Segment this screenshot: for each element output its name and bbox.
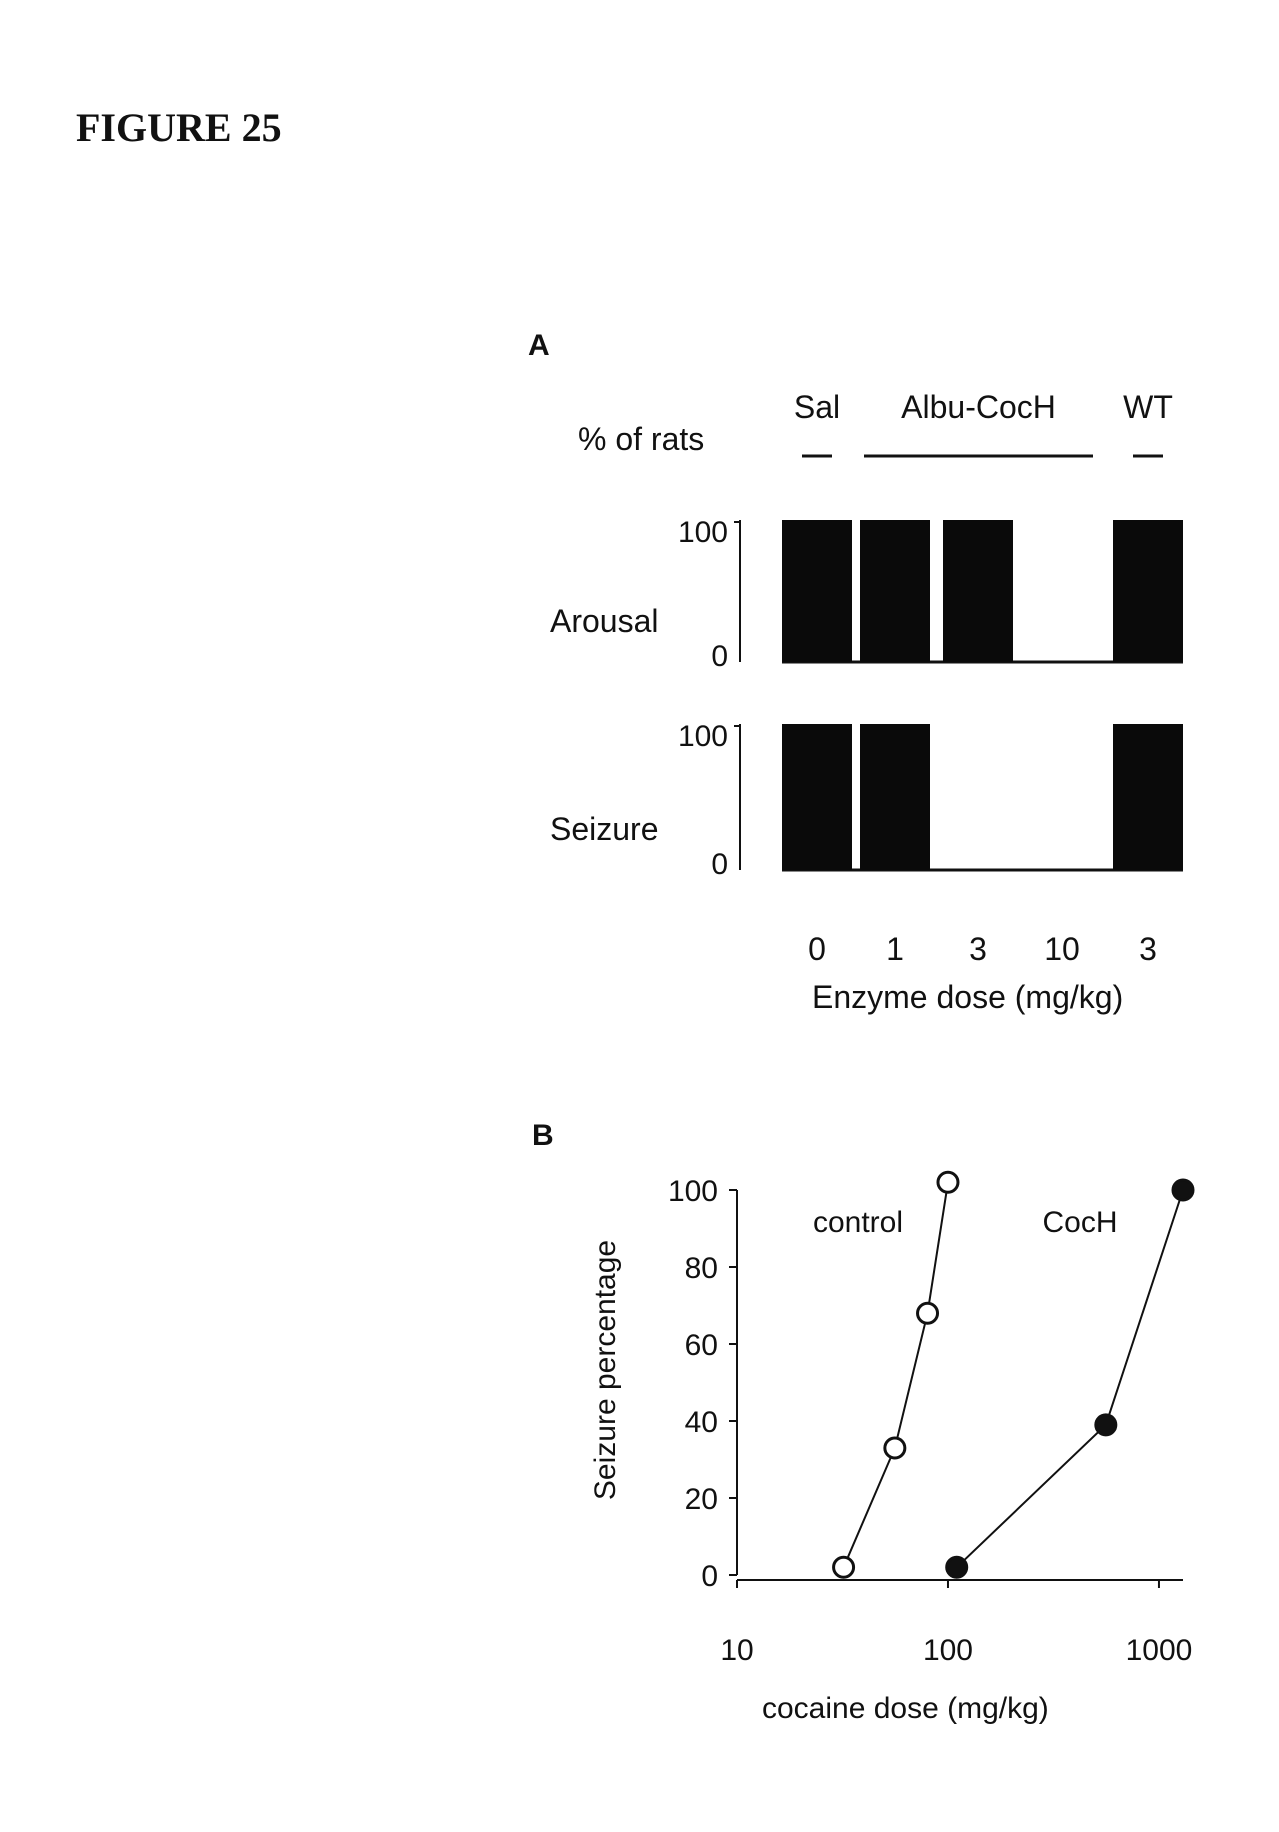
- bar: [782, 724, 852, 870]
- y-tick-label: 60: [685, 1329, 718, 1362]
- panel-b-ylabel: Seizure percentage: [589, 1240, 622, 1500]
- y-tick-label: 0: [701, 1560, 718, 1593]
- panel-a-row-arousal: 100 0 Arousal: [550, 516, 1183, 673]
- panel-b-series: control CocH: [813, 1172, 1193, 1577]
- y-tick-label: 100: [668, 1175, 718, 1208]
- y-tick-label: 40: [685, 1406, 718, 1439]
- x-tick-label: 10: [720, 1634, 753, 1667]
- row-series-label: Seizure: [550, 811, 659, 847]
- panel-a-ylabel: % of rats: [578, 421, 704, 457]
- row-ytick-label: 100: [678, 516, 728, 549]
- data-point: [918, 1303, 938, 1323]
- category-label: 3: [1139, 931, 1157, 967]
- series-name-label: control: [813, 1206, 903, 1239]
- data-point: [1096, 1415, 1116, 1435]
- data-point: [947, 1557, 967, 1577]
- bar: [860, 724, 930, 870]
- data-point: [885, 1438, 905, 1458]
- panel-a-letter: A: [528, 329, 550, 362]
- category-label: 0: [808, 931, 826, 967]
- group-label: Sal: [794, 389, 840, 425]
- panel-b-y-ticks: 0 20 40 60 80 100: [668, 1175, 737, 1593]
- category-label: 10: [1044, 931, 1080, 967]
- panel-a-rows: 100 0 Arousal 100 0 Seizure: [550, 516, 1183, 881]
- panel-b-letter: B: [532, 1119, 554, 1152]
- row-ytick-label: 0: [711, 848, 728, 881]
- group-label: Albu-CocH: [901, 389, 1056, 425]
- category-label: 1: [886, 931, 904, 967]
- panel-b-x-ticks: 10 100 1000: [720, 1580, 1192, 1667]
- data-point: [1173, 1180, 1193, 1200]
- panel-b-xlabel: cocaine dose (mg/kg): [762, 1692, 1049, 1725]
- x-tick-label: 1000: [1126, 1634, 1193, 1667]
- x-tick-label: 100: [923, 1634, 973, 1667]
- bar: [943, 520, 1013, 662]
- bar: [782, 520, 852, 662]
- series-control: control: [813, 1172, 958, 1577]
- row-ytick-label: 100: [678, 720, 728, 753]
- group-label: WT: [1123, 389, 1173, 425]
- panel-a: A % of rats SalAlbu-CocHWT 1000Arousal10…: [528, 329, 1183, 1015]
- bar: [1113, 724, 1183, 870]
- series-line: [844, 1182, 948, 1567]
- bar: [1113, 520, 1183, 662]
- row-series-label: Arousal: [550, 603, 659, 639]
- panel-a-categories: 0 1 3 10 3: [808, 931, 1157, 967]
- panel-a-row-seizure: 100 0 Seizure: [550, 720, 1183, 881]
- series-coch: CocH: [947, 1180, 1193, 1577]
- row-ytick-label: 0: [711, 640, 728, 673]
- panel-b: B 0 20 40 60 80 100 10 100 1000 control CocH coc…: [532, 1119, 1193, 1725]
- category-label: 3: [969, 931, 987, 967]
- series-line: [957, 1190, 1183, 1567]
- y-tick-label: 20: [685, 1483, 718, 1516]
- panel-a-xlabel: Enzyme dose (mg/kg): [812, 979, 1123, 1015]
- series-name-label: CocH: [1042, 1206, 1117, 1239]
- panel-a-group-labels: Sal Albu-CocH WT: [794, 389, 1173, 456]
- data-point: [834, 1557, 854, 1577]
- y-tick-label: 80: [685, 1252, 718, 1285]
- bar: [860, 520, 930, 662]
- data-point: [938, 1172, 958, 1192]
